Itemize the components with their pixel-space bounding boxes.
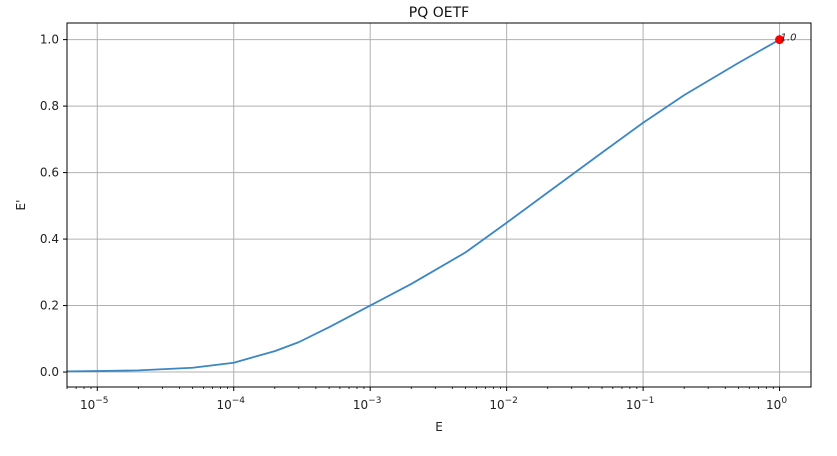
point-annotation: 1.0 — [781, 33, 797, 44]
tick-marks — [63, 39, 781, 391]
y-tick-label: 1.0 — [40, 33, 59, 47]
series-layer — [66, 38, 780, 373]
y-tick-label: 0.6 — [40, 166, 59, 180]
y-axis-label: E' — [14, 200, 28, 211]
x-tick-label: 10−4 — [216, 396, 245, 412]
highlight-point — [775, 35, 785, 45]
y-tick-label: 0.4 — [40, 232, 59, 246]
y-tick-label: 0.0 — [40, 365, 59, 379]
x-tick-label: 10−3 — [353, 396, 382, 412]
plot-frame — [66, 22, 812, 388]
chart-title: PQ OETF — [409, 5, 469, 21]
grid-lines — [67, 23, 811, 387]
series-line — [66, 38, 780, 373]
y-tick-label: 0.8 — [40, 99, 59, 113]
x-tick-label: 10−1 — [626, 396, 655, 412]
highlight-layer: 1.0 — [775, 33, 796, 45]
x-tick-label: 10−5 — [80, 396, 109, 412]
y-tick-label: 0.2 — [40, 299, 59, 313]
x-tick-label: 100 — [766, 396, 787, 412]
tick-labels: 10−5 10−4 10−3 10−2 10−1 100 0.0 0.2 0.4 0.6 0.8 1.… — [40, 33, 787, 412]
x-tick-label: 10−2 — [489, 396, 518, 412]
x-axis-label: E — [435, 420, 443, 434]
